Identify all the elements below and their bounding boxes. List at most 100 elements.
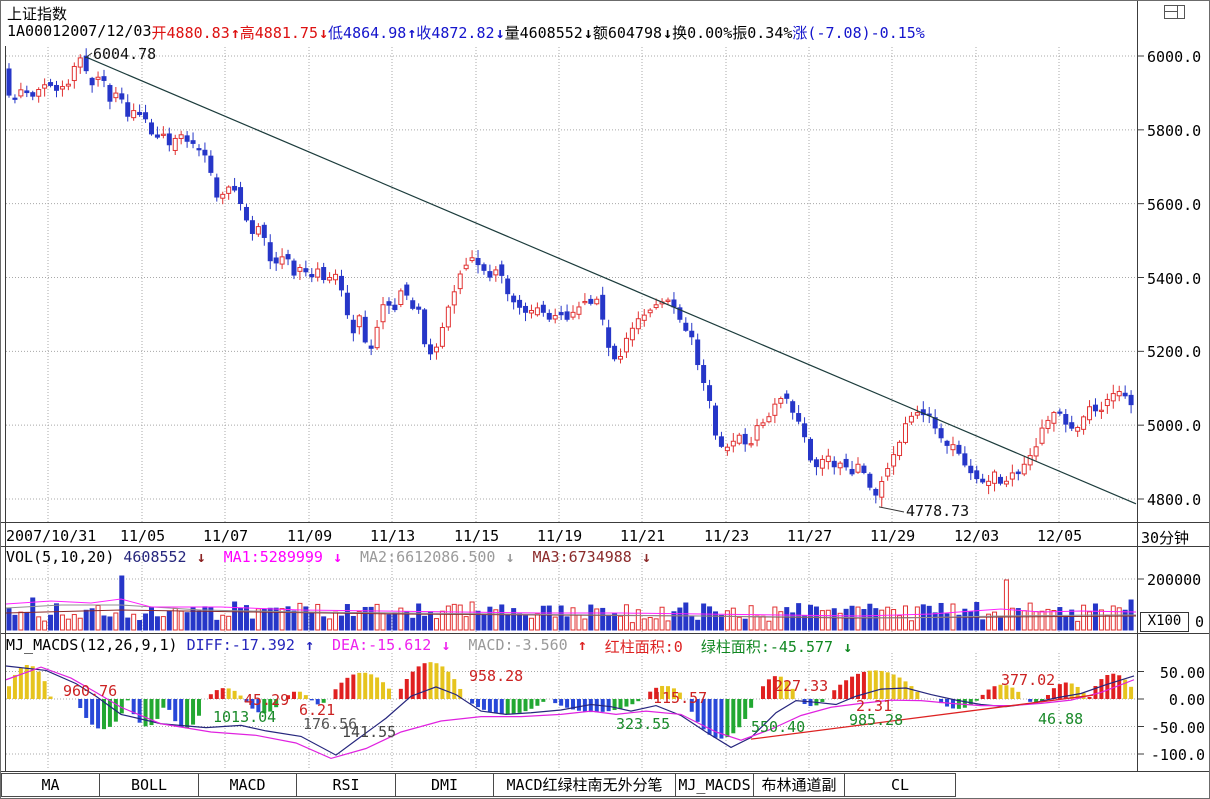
arrow-down-icon: ↓: [583, 24, 593, 42]
quote-field-label: 量: [504, 24, 520, 42]
quote-field-额: 额604798↓: [593, 22, 672, 43]
tab-boll[interactable]: BOLL: [99, 773, 199, 797]
quote-field-value: 4881.75: [254, 24, 318, 42]
date-label: 12/03: [954, 527, 1000, 545]
arrow-down-icon: ↓: [495, 24, 505, 42]
quote-field-量: 量4608552↓: [505, 22, 593, 43]
price-axis-label: 6000.0: [1147, 48, 1202, 66]
arrow-up-icon: ↑: [407, 24, 417, 42]
macd-indicator-header: MJ_MACDS(12,26,9,1) DIFF:-17.392 ↑ DEA:-15.…: [6, 636, 870, 657]
indicator-value-text: 红柱面积:0: [604, 638, 683, 656]
macd-area-annotation: 176.56: [303, 715, 358, 733]
arrow-down-icon: ↓: [196, 548, 206, 566]
peak-price-annotation: 6004.78: [93, 45, 157, 63]
indicator-value: DIFF:-17.392 ↑: [187, 636, 323, 657]
volume-indicator-header: VOL(5,10,20) 4608552 ↓ MA1:5289999 ↓ MA2:6612…: [6, 548, 669, 566]
indicator-value: DEA:-15.612 ↓: [332, 636, 459, 657]
date-label-first: 2007/10/31: [6, 527, 97, 545]
tab-cl[interactable]: CL: [844, 773, 956, 797]
macd-area-annotation: 227.33: [774, 677, 829, 695]
quote-field-label: 低: [328, 24, 344, 42]
price-axis-label: 5800.0: [1147, 121, 1202, 140]
price-axis-label: 5000.0: [1147, 417, 1202, 436]
quote-field-value: 604798: [607, 24, 663, 42]
quote-field-换: 换0.00%: [672, 22, 732, 43]
arrow-up-icon: ↑: [577, 636, 587, 654]
quote-field-label: 换: [672, 24, 688, 42]
quote-field-label: 开: [151, 24, 167, 42]
macd-axis-label: 50.00: [1159, 663, 1205, 682]
tab-[interactable]: 布林通道副: [753, 773, 845, 797]
macd-area-annotation: 377.02: [1001, 671, 1056, 689]
macd-area-annotation: 985.28: [849, 711, 904, 729]
date-label: 11/19: [537, 527, 583, 545]
arrow-up-icon: ↑: [230, 24, 240, 42]
quote-field-开: 开4880.83↑: [152, 22, 240, 43]
quote-field-value: 0.00%: [687, 24, 733, 42]
indicator-value-text: 绿柱面积:-45.577: [700, 638, 834, 656]
indicator-value: MA3:6734988 ↓: [533, 548, 660, 566]
arrow-up-icon: ↑: [304, 636, 314, 654]
tab-dmi[interactable]: DMI: [395, 773, 494, 797]
tab-macd[interactable]: MACD: [198, 773, 297, 797]
macd-area-annotation: 550.40: [751, 718, 806, 736]
indicator-tab-bar: MA BOLL MACD RSI DMI MACD红绿柱南无外分笔 MJ_MACDS 布林通道…: [1, 773, 956, 797]
stock-code: 1A0001: [7, 22, 62, 40]
quote-field-value: (-7.08)-0.15%: [807, 24, 925, 42]
date-label: 11/27: [787, 527, 833, 545]
date-label: 11/29: [870, 527, 916, 545]
indicator-value-text: MACD:-3.560: [468, 636, 568, 654]
quote-field-收: 收4872.82↓: [416, 22, 504, 43]
timeframe-label[interactable]: 30分钟: [1141, 529, 1190, 547]
indicator-value-text: DEA:-15.612: [332, 636, 432, 654]
price-axis-label: 4800.0: [1147, 491, 1202, 509]
quote-bar: 1A0001 2007/12/03 开4880.83↑ 高4881.75↓ 低4864.…: [7, 22, 925, 43]
quote-date: 2007/12/03: [61, 22, 152, 40]
indicator-value-text: MA1:5289999: [223, 548, 323, 566]
tab-mjmacds[interactable]: MJ_MACDS: [675, 773, 754, 797]
window-split-icon[interactable]: [1164, 5, 1185, 19]
quote-field-label: 收: [416, 24, 432, 42]
indicator-value: MA1:5289999 ↓: [224, 548, 351, 566]
indicator-value: 4608552 ↓: [123, 548, 214, 566]
volume-axis-min: 0: [1194, 613, 1204, 631]
quote-field-低: 低4864.98↑: [328, 22, 416, 43]
macd-axis-label: 0.00: [1168, 691, 1205, 709]
indicator-value-text: 4608552: [123, 548, 187, 566]
date-label: 11/15: [454, 527, 500, 545]
macd-indicator-name: MJ_MACDS(12,26,9,1): [6, 636, 178, 654]
quote-field-value: 4872.82: [431, 24, 495, 42]
date-label: 11/05: [120, 527, 166, 545]
quote-field-label: 振: [732, 24, 748, 42]
price-axis-label: 5200.0: [1147, 343, 1202, 362]
tab-macd[interactable]: MACD红绿柱南无外分笔: [493, 773, 676, 797]
macd-axis-label: -100.0: [1150, 746, 1205, 764]
arrow-down-icon: ↓: [505, 548, 515, 566]
date-label: 11/07: [203, 527, 249, 545]
quote-field-value: 4608552: [519, 24, 583, 42]
tab-rsi[interactable]: RSI: [296, 773, 396, 797]
date-label: 12/05: [1037, 527, 1083, 545]
arrow-down-icon: ↓: [319, 24, 329, 42]
macd-area-annotation: 115.57: [653, 689, 708, 707]
macd-area-annotation: 1013.04: [213, 708, 277, 726]
quote-field-label: 额: [592, 24, 608, 42]
arrow-down-icon: ↓: [663, 24, 673, 42]
macd-area-annotation: 141.55: [342, 723, 397, 741]
indicator-value-text: MA3:6734988: [532, 548, 632, 566]
macd-area-annotation: 958.28: [469, 667, 524, 685]
tab-ma[interactable]: MA: [1, 773, 100, 797]
indicator-value-text: MA2:6612086.500: [360, 548, 496, 566]
date-label: 11/09: [287, 527, 333, 545]
quote-field-涨: 涨(-7.08)-0.15%: [792, 22, 924, 43]
quote-field-label: 涨: [792, 24, 808, 42]
page-title: 上证指数: [7, 5, 68, 23]
arrow-down-icon: ↓: [441, 636, 451, 654]
quote-field-value: 4880.83: [166, 24, 230, 42]
arrow-down-icon: ↓: [332, 548, 342, 566]
date-label: 11/13: [370, 527, 416, 545]
quote-field-振: 振0.34%: [732, 22, 792, 43]
quote-field-label: 高: [239, 24, 255, 42]
macd-area-annotation: 2.31: [856, 697, 893, 715]
